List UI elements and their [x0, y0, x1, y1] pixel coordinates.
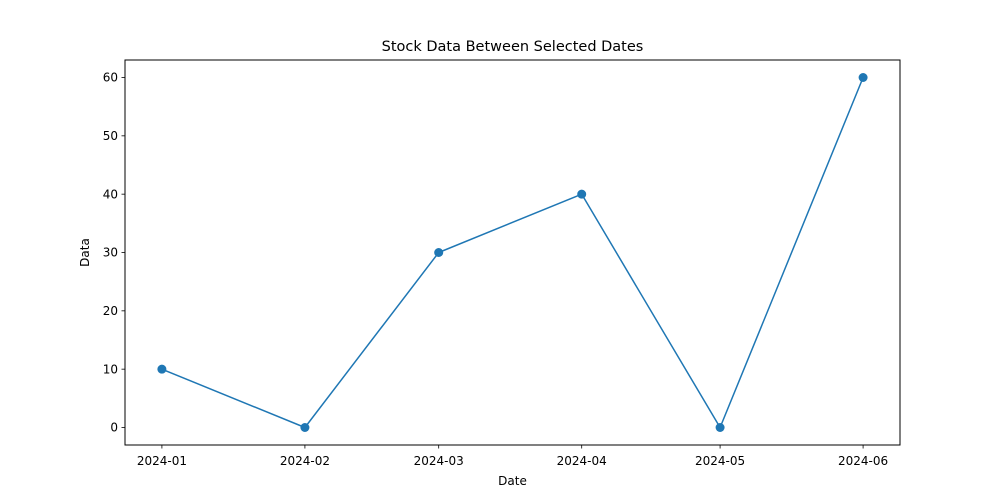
x-tick-label: 2024-03 — [414, 454, 464, 468]
chart-title: Stock Data Between Selected Dates — [382, 39, 644, 55]
y-tick-label: 0 — [110, 421, 118, 435]
y-tick-label: 20 — [103, 304, 118, 318]
data-point-marker — [858, 73, 868, 82]
x-tick-label: 2024-04 — [557, 454, 607, 468]
data-point-marker — [577, 189, 587, 199]
x-tick-label: 2024-01 — [137, 454, 187, 468]
x-axis-label: Date — [498, 474, 527, 488]
series-line — [161, 77, 864, 429]
x-tick-label: 2024-05 — [695, 454, 745, 468]
series-layer — [157, 73, 868, 432]
y-axis-label: Data — [78, 238, 92, 267]
plot-area-frame — [124, 59, 901, 446]
y-tick-label: 10 — [103, 362, 118, 376]
y-tick-label: 50 — [103, 129, 118, 143]
y-axis-ticks: 0 10 20 30 40 50 60 — [103, 71, 125, 435]
data-point-marker — [300, 423, 310, 432]
y-tick-label: 60 — [103, 71, 118, 85]
data-point-marker — [434, 248, 444, 257]
data-point-marker — [715, 423, 725, 432]
data-point-marker — [157, 364, 167, 374]
x-tick-label: 2024-02 — [280, 454, 330, 468]
y-tick-label: 40 — [103, 187, 118, 201]
x-tick-label: 2024-06 — [838, 454, 888, 468]
x-axis-ticks: 2024-01 2024-02 2024-03 2024-04 2024-05 2024-… — [137, 445, 888, 468]
y-tick-label: 30 — [103, 246, 118, 260]
